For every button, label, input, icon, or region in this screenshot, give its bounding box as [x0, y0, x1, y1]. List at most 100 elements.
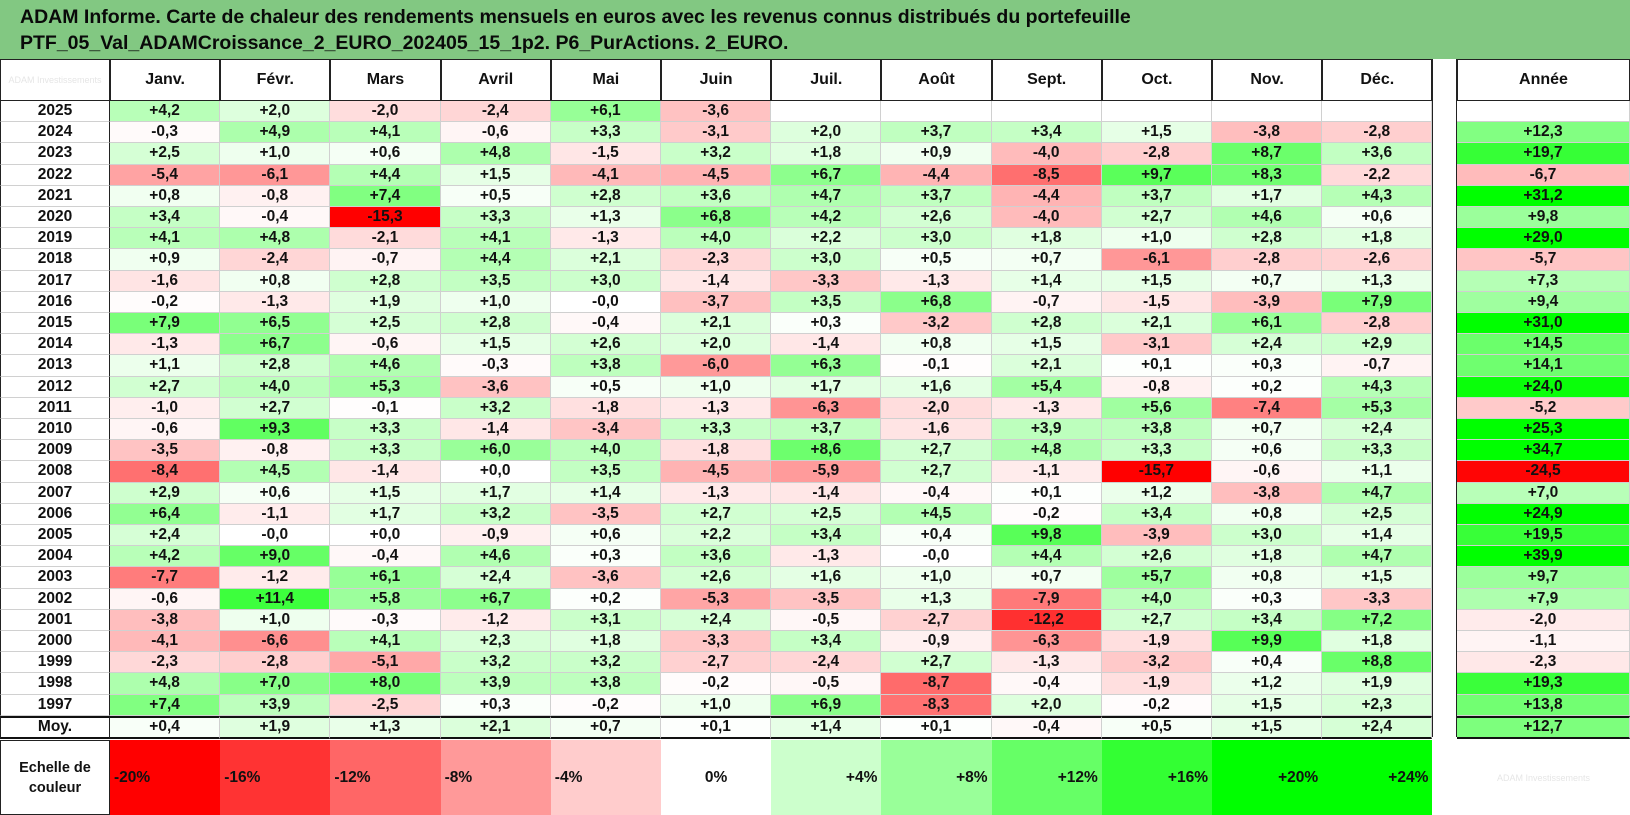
- color-scale-swatch: +24%: [1322, 740, 1433, 815]
- annual-cell: [1457, 101, 1630, 123]
- annual-cell: +9,4: [1457, 291, 1630, 313]
- heatmap-cell: +2,7: [1101, 609, 1212, 631]
- heatmap-cell: +7,4: [330, 185, 441, 207]
- row-year-label: 2012: [0, 376, 110, 398]
- heatmap-cell: -0,4: [881, 482, 992, 504]
- heatmap-cell: +1,0: [881, 567, 992, 589]
- heatmap-cell: +0,7: [1212, 419, 1323, 441]
- heatmap-cell: +4,1: [330, 631, 441, 653]
- heatmap-cell: +4,6: [330, 355, 441, 377]
- heatmap-cell: -1,3: [550, 228, 661, 250]
- heatmap-cell: +2,5: [771, 503, 882, 525]
- heatmap-cell: +1,9: [1322, 673, 1433, 695]
- heatmap-cell: +2,6: [661, 567, 772, 589]
- heatmap-cell: +3,7: [771, 419, 882, 441]
- heatmap-cell: +0,1: [991, 482, 1102, 504]
- annual-cell: +31,2: [1457, 185, 1630, 207]
- annual-cell: +7,9: [1457, 588, 1630, 610]
- heatmap-cell: -1,2: [440, 609, 551, 631]
- heatmap-cell: +0,4: [881, 525, 992, 547]
- heatmap-cell: +3,5: [771, 291, 882, 313]
- heatmap-cell: -0,6: [110, 419, 221, 441]
- heatmap-cell: -4,5: [661, 164, 772, 186]
- heatmap-cell: +2,1: [661, 313, 772, 335]
- heatmap-cell: -0,9: [440, 525, 551, 547]
- heatmap-cell: +0,8: [110, 185, 221, 207]
- heatmap-cell: +6,5: [220, 313, 331, 335]
- heatmap-cell: +2,6: [550, 334, 661, 356]
- heatmap-cell: +5,7: [1101, 567, 1212, 589]
- row-year-label: 2001: [0, 609, 110, 631]
- heatmap-cell: +4,1: [110, 228, 221, 250]
- row-year-label: 2002: [0, 588, 110, 610]
- heatmap-cell: -3,1: [661, 122, 772, 144]
- annual-cell: +34,7: [1457, 440, 1630, 462]
- heatmap-cell: +3,8: [550, 355, 661, 377]
- heatmap-cell: -0,2: [550, 694, 661, 716]
- heatmap-cell: +2,3: [1322, 694, 1433, 716]
- average-cell: +2,4: [1322, 715, 1433, 739]
- color-scale-swatch: 0%: [661, 740, 772, 815]
- heatmap-cell: +3,4: [771, 631, 882, 653]
- heatmap-cell: [771, 101, 882, 123]
- average-cell: +0,1: [661, 715, 772, 739]
- heatmap-cell: -1,3: [661, 482, 772, 504]
- heatmap-cell: +4,3: [1322, 185, 1433, 207]
- column-header: Juil.: [771, 59, 882, 101]
- average-cell: +0,5: [1101, 715, 1212, 739]
- row-year-label: 2016: [0, 291, 110, 313]
- heatmap-cell: -3,9: [1101, 525, 1212, 547]
- heatmap-cell: -1,1: [220, 503, 331, 525]
- heatmap-cell: +3,2: [661, 143, 772, 165]
- heatmap-cell: +0,7: [991, 567, 1102, 589]
- heatmap-cell: -1,4: [440, 419, 551, 441]
- heatmap-cell: +6,8: [661, 207, 772, 229]
- heatmap-cell: +2,0: [991, 694, 1102, 716]
- heatmap-cell: +3,9: [440, 673, 551, 695]
- heatmap-cell: -1,8: [550, 397, 661, 419]
- row-year-label: 2019: [0, 228, 110, 250]
- heatmap-cell: +5,3: [1322, 397, 1433, 419]
- heatmap-cell: +3,7: [1101, 185, 1212, 207]
- heatmap-cell: -0,4: [991, 673, 1102, 695]
- heatmap-cell: +8,0: [330, 673, 441, 695]
- heatmap-cell: +0,3: [1212, 355, 1323, 377]
- heatmap-cell: +0,9: [881, 143, 992, 165]
- heatmap-cell: +11,4: [220, 588, 331, 610]
- heatmap-cell: +1,6: [771, 567, 882, 589]
- heatmap-cell: -0,7: [991, 291, 1102, 313]
- heatmap-cell: +1,0: [661, 694, 772, 716]
- heatmap-cell: +1,0: [220, 143, 331, 165]
- heatmap-cell: -2,7: [881, 609, 992, 631]
- heatmap-cell: +1,0: [440, 291, 551, 313]
- heatmap-cell: +8,8: [1322, 652, 1433, 674]
- heatmap-cell: -0,0: [881, 546, 992, 568]
- heatmap-cell: +8,7: [1212, 143, 1323, 165]
- annual-cell: +25,3: [1457, 419, 1630, 441]
- heatmap-cell: -3,3: [661, 631, 772, 653]
- heatmap-cell: +3,2: [440, 652, 551, 674]
- heatmap-cell: [1101, 101, 1212, 123]
- heatmap-cell: +9,9: [1212, 631, 1323, 653]
- heatmap-cell: +3,3: [1322, 440, 1433, 462]
- row-year-label: 2025: [0, 101, 110, 123]
- heatmap-cell: +4,0: [220, 376, 331, 398]
- annual-cell: -24,5: [1457, 461, 1630, 483]
- average-cell: +1,9: [220, 715, 331, 739]
- heatmap-cell: +1,5: [1322, 567, 1433, 589]
- heatmap-cell: +1,5: [330, 482, 441, 504]
- heatmap-cell: -6,1: [220, 164, 331, 186]
- heatmap-cell: -2,4: [220, 249, 331, 271]
- column-header: Janv.: [110, 59, 221, 101]
- heatmap-cell: +1,2: [1212, 673, 1323, 695]
- row-year-label: 2000: [0, 631, 110, 653]
- heatmap-cell: +1,5: [1212, 694, 1323, 716]
- heatmap-cell: +6,7: [771, 164, 882, 186]
- heatmap-cell: +4,5: [881, 503, 992, 525]
- heatmap-cell: -2,8: [1212, 249, 1323, 271]
- watermark-logo: ADAM Investissements: [0, 59, 110, 101]
- column-header: Août: [881, 59, 992, 101]
- heatmap-cell: -3,5: [771, 588, 882, 610]
- annual-cell: +24,9: [1457, 503, 1630, 525]
- heatmap-cell: -0,4: [330, 546, 441, 568]
